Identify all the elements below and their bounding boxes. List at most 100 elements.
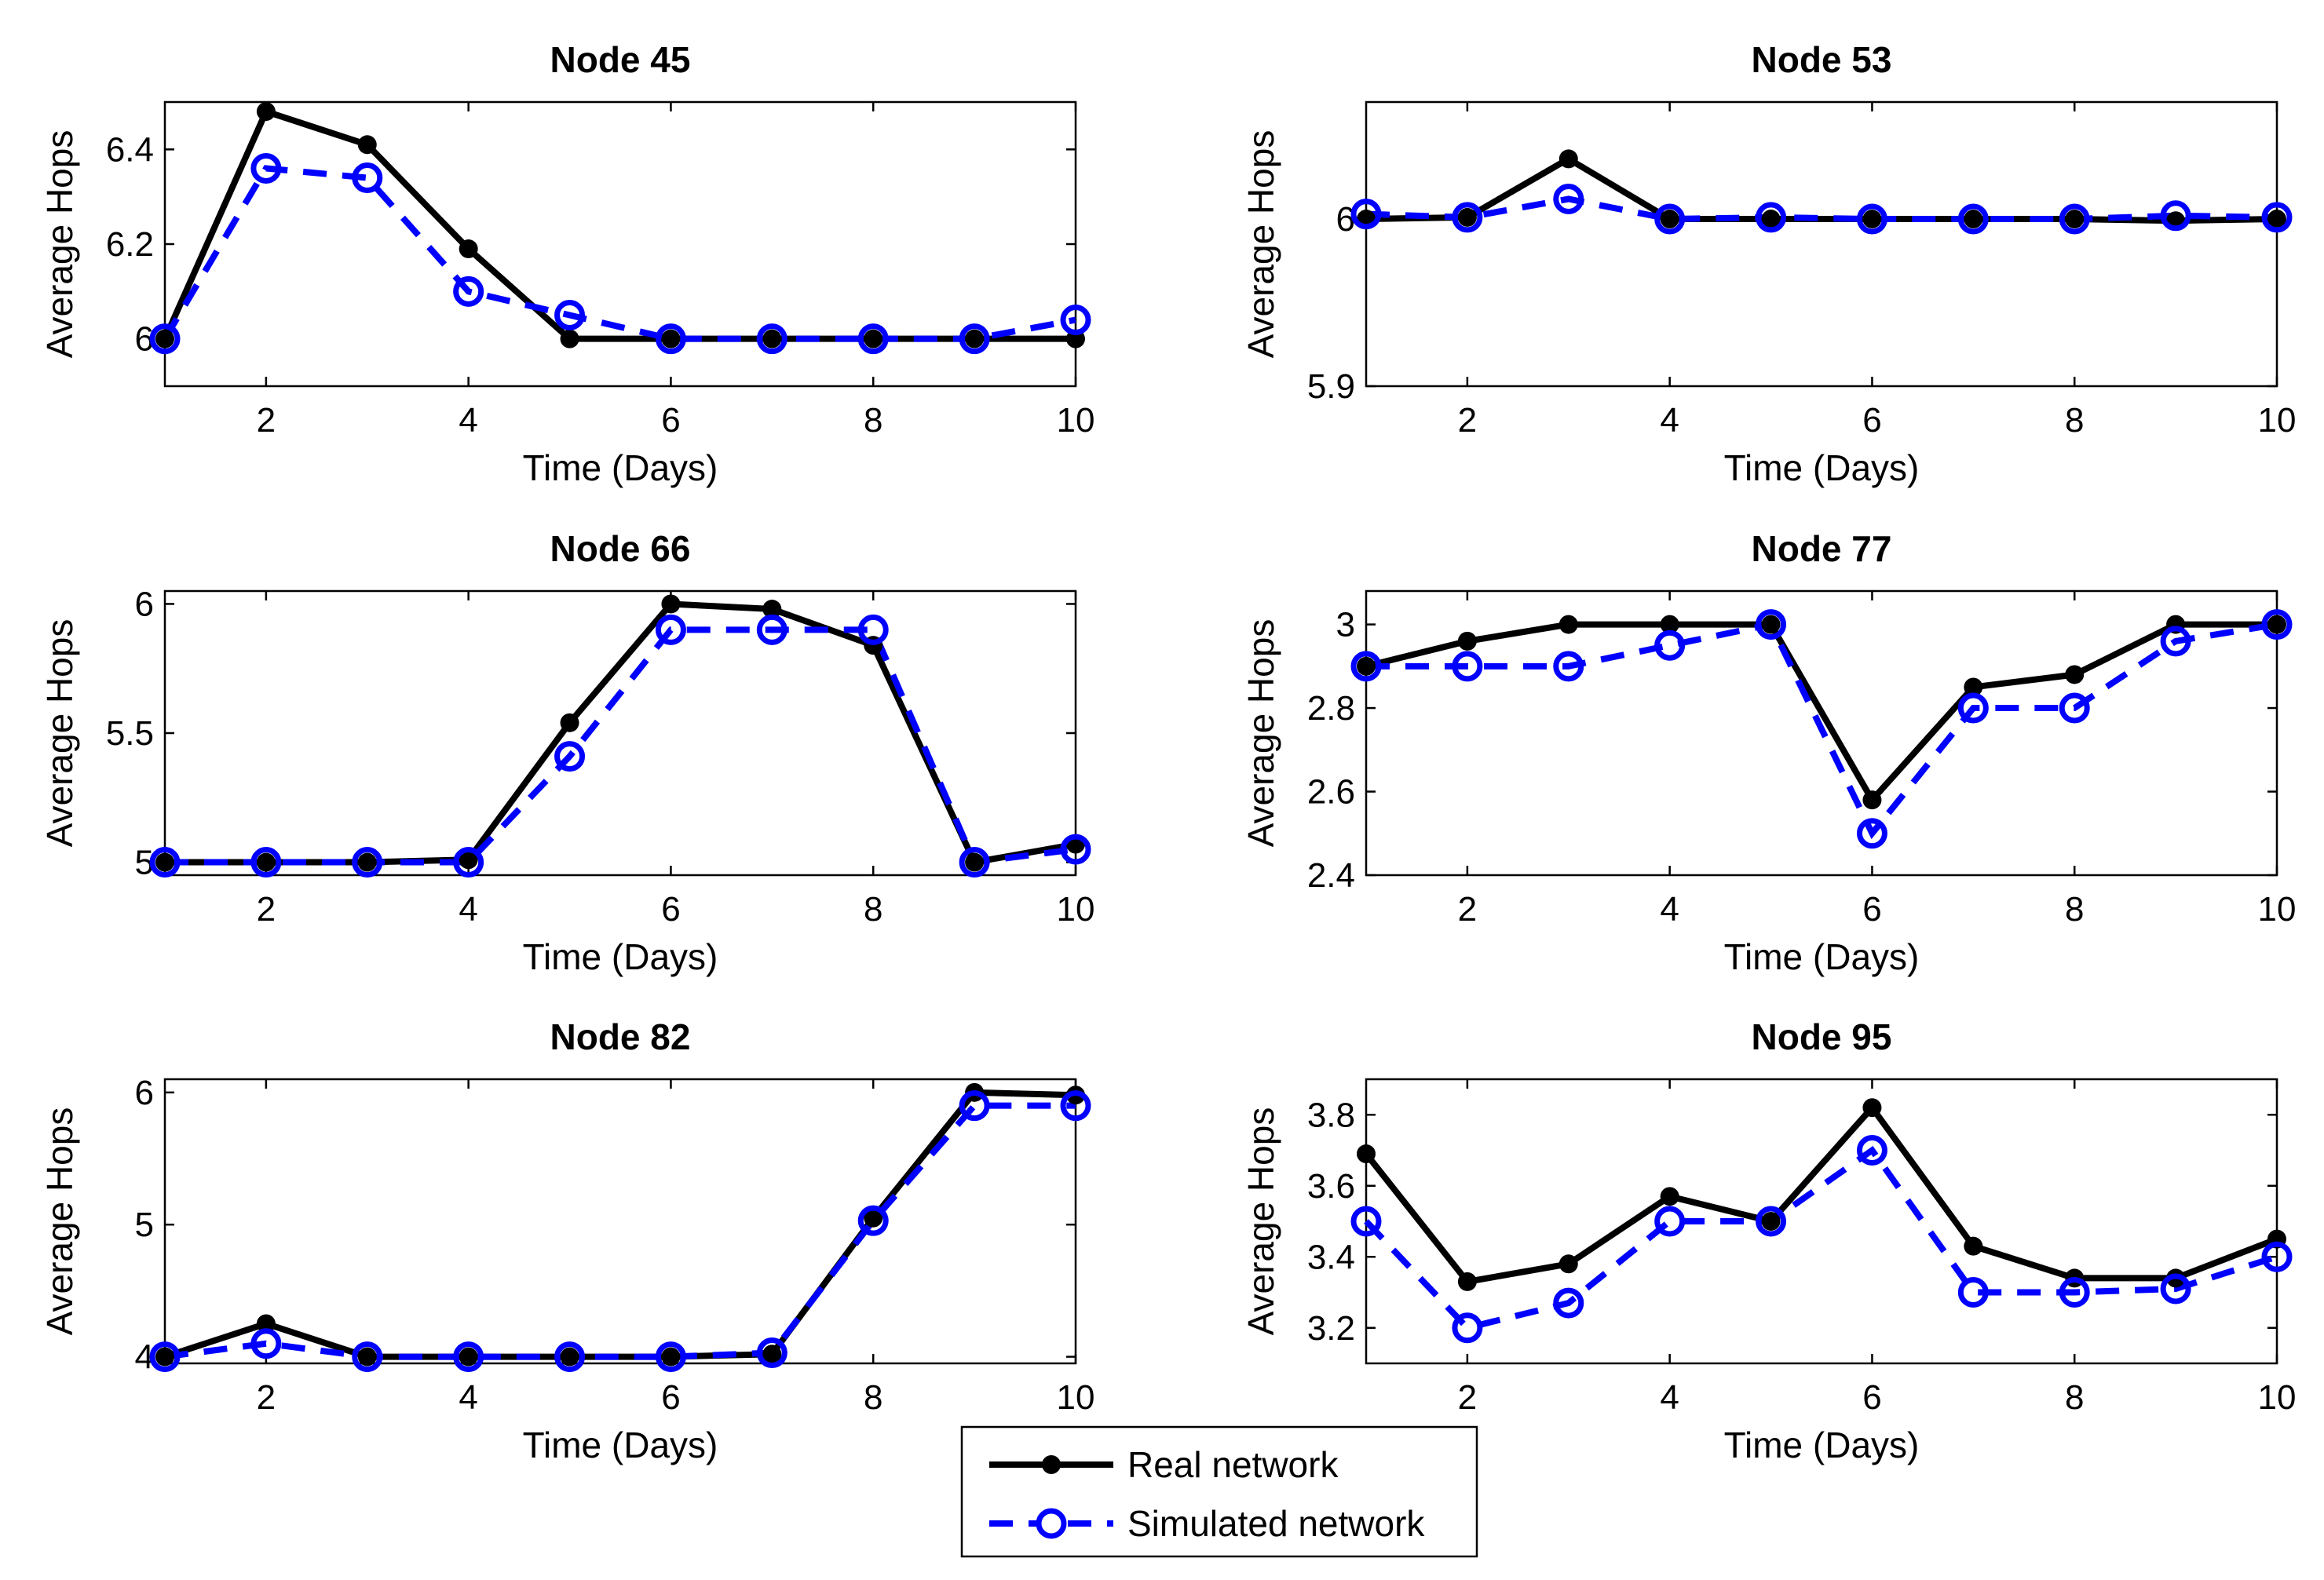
- real-point: [256, 102, 276, 122]
- chart-title: Node 77: [1752, 528, 1892, 569]
- simulated-point: [959, 847, 990, 878]
- real-point: [965, 852, 985, 872]
- series-line-real: [165, 600, 1076, 866]
- simulated-point: [756, 323, 787, 355]
- simulated-point: [1060, 1090, 1091, 1122]
- simulated-point: [857, 614, 889, 645]
- legend: Real network Simulated network: [960, 1425, 1478, 1558]
- simulated-point: [1856, 203, 1887, 235]
- y-tick-label: 3.6: [1307, 1167, 1355, 1206]
- x-tick-label: 6: [661, 401, 680, 440]
- series-line-simulated: [1364, 1145, 2278, 1332]
- simulated-point: [352, 1341, 383, 1373]
- y-tick-label: 3: [1336, 606, 1355, 644]
- x-tick-label: 4: [1660, 1378, 1679, 1417]
- series-line-real: [163, 1089, 1076, 1360]
- simulated-point: [149, 1341, 181, 1373]
- y-tick-label: 5.5: [106, 714, 154, 753]
- real-point: [661, 1347, 681, 1367]
- x-tick-label: 10: [1057, 401, 1095, 440]
- simulated-point: [1060, 305, 1091, 336]
- chart-title: Node 95: [1752, 1016, 1892, 1057]
- y-tick-label: 6.2: [106, 225, 154, 264]
- real-point: [1457, 207, 1477, 227]
- real-point: [1964, 210, 1983, 229]
- simulated-point: [1856, 1135, 1887, 1166]
- simulated-point: [1452, 651, 1483, 682]
- x-tick-label: 8: [2065, 401, 2084, 440]
- x-tick-label: 10: [2258, 1378, 2297, 1417]
- x-tick-label: 4: [1660, 401, 1679, 440]
- simulated-point: [1957, 692, 1989, 724]
- real-point: [459, 850, 478, 870]
- real-point: [256, 852, 276, 872]
- real-point: [1558, 615, 1578, 634]
- simulated-point: [959, 323, 990, 355]
- series-line-real: [1363, 1104, 2278, 1285]
- axes-frame: [163, 589, 1077, 877]
- real-point: [459, 239, 478, 259]
- axes-frame: [163, 100, 1077, 388]
- x-tick-label: 10: [1057, 1378, 1095, 1417]
- real-point: [1964, 677, 1983, 697]
- real-point: [1457, 1272, 1477, 1291]
- x-tick-label: 10: [2258, 401, 2297, 440]
- simulated-point: [756, 614, 787, 645]
- real-point: [256, 1314, 276, 1334]
- real-point: [1357, 656, 1376, 676]
- simulated-point: [250, 847, 282, 878]
- simulated-point: [1350, 1206, 1382, 1237]
- real-point: [1761, 615, 1781, 634]
- simulated-point: [2160, 626, 2191, 657]
- y-tick-label: 2.6: [1307, 773, 1355, 812]
- simulated-point: [453, 275, 484, 307]
- series-line-simulated: [162, 165, 1076, 342]
- y-tick-label: 6: [135, 585, 154, 623]
- x-tick-label: 6: [1862, 401, 1881, 440]
- y-tick-label: 2.4: [1307, 856, 1355, 895]
- simulated-point: [857, 1205, 889, 1236]
- real-point: [560, 1347, 579, 1367]
- simulated-point: [1756, 1206, 1787, 1237]
- simulated-point: [756, 1337, 787, 1369]
- chart-title: Node 53: [1752, 39, 1892, 80]
- x-tick-label: 2: [1458, 1378, 1477, 1417]
- real-point: [155, 852, 174, 872]
- legend-real-marker: [1042, 1455, 1061, 1474]
- simulated-point: [655, 323, 686, 355]
- real-point: [357, 852, 377, 872]
- simulated-point: [1654, 1206, 1686, 1237]
- simulated-point: [2160, 1273, 2191, 1305]
- y-axis-label: Average Hops: [39, 619, 80, 848]
- real-point: [762, 1345, 782, 1364]
- simulated-point: [352, 847, 383, 878]
- real-point: [1558, 149, 1578, 169]
- real-point: [560, 329, 579, 348]
- series-line-simulated: [165, 626, 1076, 866]
- y-tick-label: 5: [135, 1206, 154, 1244]
- panels: Node 45 2 4 6 8 10 6 6.2 6.4 Time (Days) Average H…: [39, 39, 2296, 1465]
- axes-frame: [163, 1078, 1077, 1365]
- simulated-point: [149, 323, 181, 355]
- x-tick-label: 8: [2065, 890, 2084, 929]
- real-point: [864, 329, 883, 348]
- y-tick-label: 6.4: [106, 130, 154, 169]
- simulated-point: [2261, 202, 2293, 233]
- real-point: [155, 1347, 174, 1367]
- series-line-real: [1365, 621, 2277, 804]
- x-tick-label: 6: [1862, 1378, 1881, 1417]
- series-line-simulated: [164, 1102, 1076, 1360]
- y-tick-label: 3.8: [1307, 1096, 1355, 1134]
- simulated-point: [2059, 1277, 2090, 1308]
- simulated-point: [857, 323, 889, 355]
- x-tick-label: 2: [257, 401, 276, 440]
- simulated-point: [2261, 1241, 2293, 1272]
- y-axis-label: Average Hops: [1241, 130, 1281, 359]
- simulated-point: [2059, 692, 2090, 724]
- x-tick-label: 10: [2258, 890, 2297, 929]
- real-point: [1862, 1098, 1882, 1118]
- simulated-point: [2261, 609, 2293, 640]
- x-tick-label: 4: [459, 1378, 477, 1417]
